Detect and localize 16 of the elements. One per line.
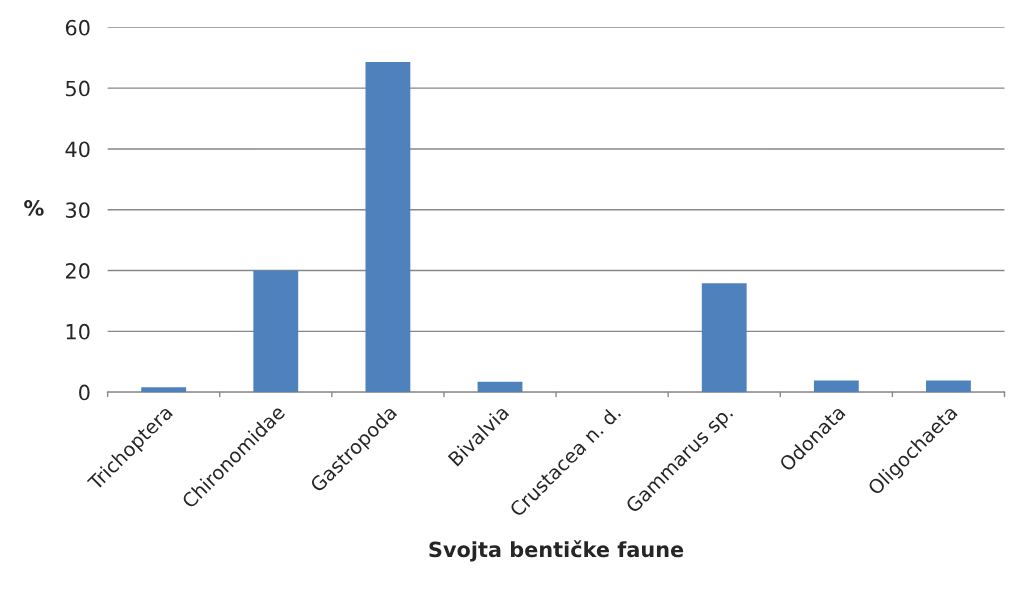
y-tick-label: 60 bbox=[65, 19, 90, 36]
y-tick-label: 10 bbox=[66, 323, 90, 340]
bar bbox=[365, 62, 411, 393]
y-tick-label: 30 bbox=[66, 202, 90, 218]
bar bbox=[253, 270, 299, 393]
y-tick-label: 50 bbox=[66, 80, 90, 97]
bar bbox=[141, 387, 187, 393]
y-tick-label: 0 bbox=[79, 384, 90, 401]
bar bbox=[926, 380, 971, 393]
x-axis-title: Svojta bentičke faune bbox=[429, 540, 684, 562]
bar bbox=[813, 380, 859, 393]
y-axis-title: % bbox=[24, 200, 44, 216]
bar bbox=[701, 283, 747, 393]
y-tick-label: 20 bbox=[65, 263, 90, 279]
y-tick-label: 40 bbox=[65, 141, 90, 158]
bar bbox=[477, 381, 523, 393]
